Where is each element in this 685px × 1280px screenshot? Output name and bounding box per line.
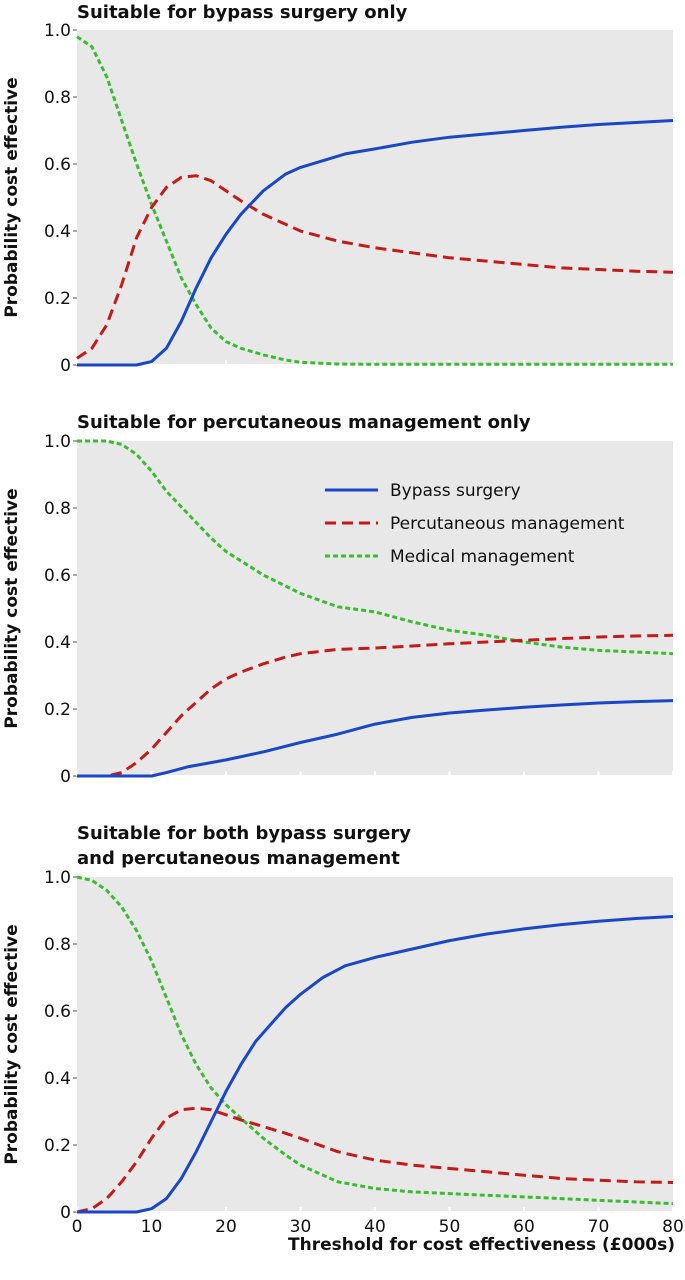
y-tick-label: 0.8 (44, 88, 71, 108)
chart-panel-1: Suitable for bypass surgery only 0 0.2 0.4 0… (2, 2, 674, 376)
x-tick-label: 70 (588, 1217, 610, 1237)
chart-title: Suitable for bypass surgery only (77, 2, 408, 23)
plot-area (77, 30, 673, 365)
x-tick-label: 10 (141, 1217, 163, 1237)
y-tick-label: 0 (60, 767, 71, 787)
chart-panel-2: Suitable for percutaneous management onl… (2, 412, 674, 787)
y-axis-label: Probability cost effective (2, 488, 22, 728)
chart-panel-3: Suitable for both bypass surgery and perc… (2, 823, 684, 1237)
y-tick-label: 0.4 (44, 1069, 71, 1089)
series-line-bypass-surgery (77, 915, 674, 1214)
y-tick-label: 0.2 (44, 700, 71, 720)
y-tick-label: 0.6 (44, 566, 71, 586)
y-tick-label: 0.6 (44, 1002, 71, 1022)
y-tick-label: 0.4 (44, 633, 71, 653)
chart-title: Suitable for both bypass surgery (77, 823, 411, 844)
y-tick-label: 0.2 (44, 289, 71, 309)
y-tick-label: 0 (60, 356, 71, 376)
y-tick-label: 0.6 (44, 155, 71, 175)
series-line-bypass-surgery (77, 699, 674, 778)
chart-title: and percutaneous management (77, 848, 400, 869)
y-tick-label: 1.0 (44, 21, 71, 41)
x-tick-label: 80 (662, 1217, 684, 1237)
y-axis-label: Probability cost effective (2, 924, 22, 1164)
y-tick-label: 0.8 (44, 499, 71, 519)
y-tick-label: 0.2 (44, 1136, 71, 1156)
y-tick-label: 0 (60, 1203, 71, 1223)
y-tick-label: 0.8 (44, 935, 71, 955)
legend-entry: Bypass surgery (390, 481, 521, 501)
y-axis-label: Probability cost effective (2, 77, 22, 317)
x-tick-label: 30 (290, 1217, 312, 1237)
x-axis-label: Threshold for cost effectiveness (£000s) (288, 1235, 675, 1255)
series-line-bypass-surgery (77, 119, 674, 367)
y-tick-label: 1.0 (44, 432, 71, 452)
chart-title: Suitable for percutaneous management onl… (77, 412, 531, 433)
legend-entry: Medical management (390, 547, 575, 567)
series-line-medical-management (76, 875, 674, 1206)
y-tick-label: 1.0 (44, 868, 71, 888)
series-line-medical-management (76, 35, 673, 366)
x-tick-label: 0 (72, 1217, 83, 1237)
series-line-percutaneous-management (76, 1106, 674, 1214)
x-tick-label: 40 (364, 1217, 386, 1237)
series-line-medical-management (77, 439, 674, 656)
x-tick-label: 20 (215, 1217, 237, 1237)
x-tick-label: 60 (513, 1217, 535, 1237)
y-tick-label: 0.4 (44, 222, 71, 242)
plot-area (77, 877, 673, 1212)
series-line-percutaneous-management (77, 633, 674, 778)
legend-entry: Percutaneous management (390, 514, 625, 534)
x-tick-label: 50 (439, 1217, 461, 1237)
series-line-percutaneous-management (76, 174, 674, 360)
